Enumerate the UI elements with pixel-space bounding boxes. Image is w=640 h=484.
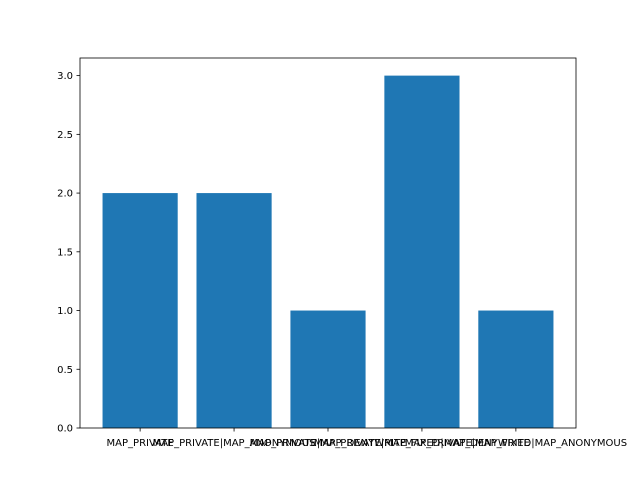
x-tick-label: MAP_PRIVATE|MAP_FIXED|MAP_ANONYMOUS — [405, 438, 627, 449]
y-tick-label: 0.0 — [57, 424, 73, 435]
x-tick-label: MAP_PRIVATE|MAP_FIXED|MAP_DENYWRITE — [314, 438, 530, 449]
bars-layer — [102, 75, 554, 428]
y-tick-label: 3.0 — [57, 71, 73, 82]
y-tick-label: 1.0 — [57, 306, 73, 317]
bar-4 — [384, 75, 460, 428]
y-tick-label: 1.5 — [57, 247, 73, 258]
bar-5 — [478, 310, 554, 428]
bar-2 — [196, 193, 272, 428]
y-tick-label: 0.5 — [57, 365, 73, 376]
y-tick-label: 2.0 — [57, 189, 73, 200]
y-axis: 0.0 0.5 1.0 1.5 2.0 2.5 3.0 — [57, 71, 80, 435]
x-tick-label: MAP_PRIVATE|MAP_ANONYMOUS — [153, 438, 316, 449]
bar-3 — [290, 310, 366, 428]
x-axis: MAP_PRIVATEMAP_PRIVATE|MAP_ANONYMOUSMAP_… — [107, 428, 627, 449]
x-tick-label: MAP_PRIVATE|MAP_DENYWRITE — [250, 438, 407, 449]
axes-frame — [79, 57, 577, 429]
y-tick-label: 2.5 — [57, 130, 73, 141]
bar-1 — [102, 193, 178, 428]
x-tick-label: MAP_PRIVATE — [107, 438, 174, 449]
